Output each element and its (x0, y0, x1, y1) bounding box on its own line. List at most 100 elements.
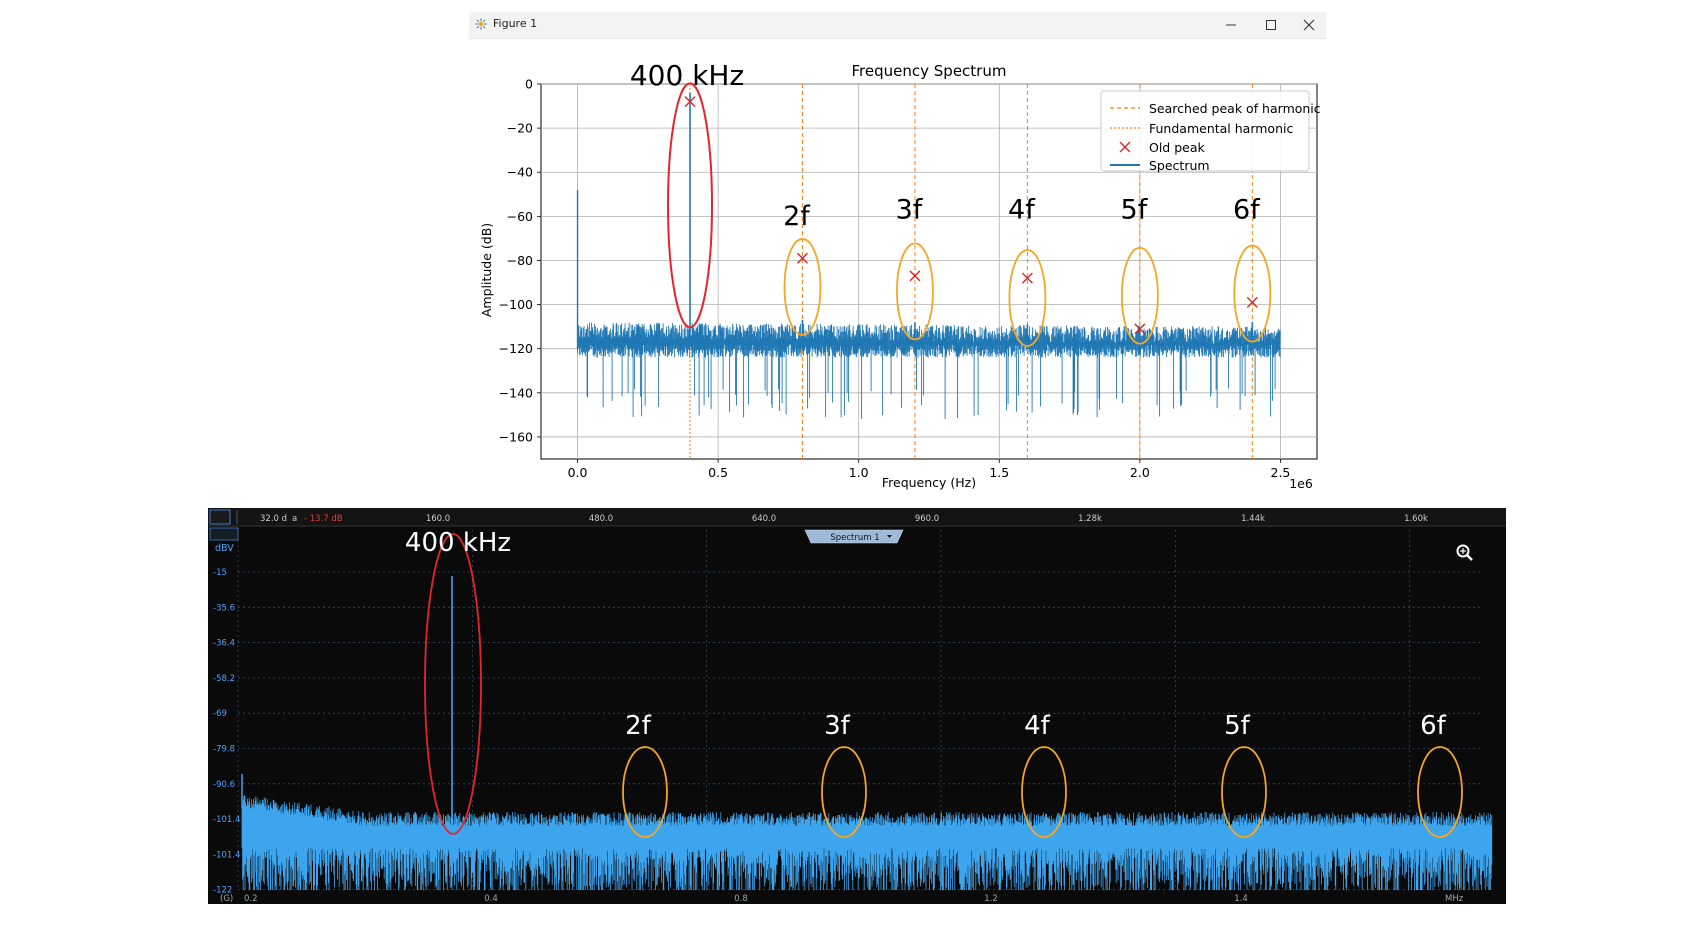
ruler-left-value: 32.0 d (260, 514, 287, 524)
y-tick-label: −140 (499, 385, 533, 400)
scope-harmonic-ellipse (821, 746, 867, 838)
oscilloscope-spectrum-panel: 32.0 d a - 13.7 dB 160.0 480.0 640.0 960.0 1… (208, 508, 1506, 904)
scope-noise-band (241, 795, 1493, 890)
scope-y-tick-label: -90.6 (213, 780, 235, 790)
minimize-icon[interactable] (1216, 14, 1246, 36)
scope-y-tick-label: -101.4 (213, 815, 240, 825)
harmonic-label: 6f (1233, 195, 1261, 226)
x-tick-label: 2.5 (1271, 465, 1291, 480)
x-axis-label: Frequency (Hz) (882, 475, 976, 490)
scope-y-tick-label: -15 (213, 568, 227, 578)
trigger-marker[interactable] (209, 509, 231, 525)
scope-x-tick-label: 0.8 (734, 894, 748, 904)
annotation-ellipses (667, 82, 1272, 347)
y-unit-label: dBV (215, 543, 234, 554)
old-peak-marker (1246, 296, 1258, 308)
scope-y-tick-label: -36.4 (213, 639, 235, 649)
y-tick-label: −60 (507, 209, 533, 224)
y-tick-label: 0 (525, 77, 533, 92)
app-icon (475, 18, 487, 30)
ruler-tick-label: 480.0 (589, 514, 613, 524)
x-tick-label: 0.0 (568, 465, 588, 480)
scope-harmonic-label: 4f (1024, 711, 1051, 741)
scope-y-tick-label: -101.4 (213, 850, 240, 860)
harmonic-ellipse (1120, 246, 1159, 345)
harmonic-ellipse (896, 242, 934, 341)
old-peak-markers (684, 96, 1258, 335)
ruler-tick-label: 1.44k (1241, 514, 1265, 524)
channel-badge[interactable] (209, 527, 239, 541)
window-titlebar: Figure 1 (469, 12, 1326, 39)
harmonic-label: 3f (896, 195, 924, 226)
legend-label-spectrum: Spectrum (1149, 158, 1210, 173)
scope-harmonic-label: 3f (824, 711, 851, 741)
harmonic-ellipse (1008, 249, 1047, 347)
scope-y-ticks: -15 -35.6 -36.4 -58.2 -69 -79.8 -90.6 -101.4 -10… (213, 568, 240, 896)
old-peak-marker (1021, 272, 1033, 284)
harmonic-ellipse (783, 238, 822, 336)
y-axis-label: Amplitude (dB) (479, 223, 494, 317)
old-peak-marker (796, 252, 808, 264)
x-tick-label: 0.5 (708, 465, 728, 480)
scope-x-ticks: 0.4 0.8 1.2 1.4 (484, 894, 1248, 904)
ruler-red-value: - 13.7 dB (304, 514, 343, 524)
figure-window: Figure 1 0.0 0.5 1.0 1.5 2.0 2.5 0 −20 −40 −60 −80… (469, 12, 1326, 492)
spectrum-1-label: Spectrum 1 (830, 533, 879, 543)
old-peak-marker (909, 270, 921, 282)
legend-label-fundamental: Fundamental harmonic (1149, 121, 1293, 136)
scope-x-tick-label: 1.4 (1234, 894, 1248, 904)
scope-y-tick-label: -122 (213, 886, 232, 896)
scope-harmonic-ellipse (622, 746, 668, 838)
scope-harmonic-ellipse (1221, 746, 1267, 838)
x-left-label: 0.2 (244, 894, 258, 904)
scope-y-tick-label: -58.2 (213, 674, 235, 684)
scope-harmonic-ellipse (1021, 746, 1067, 838)
close-icon[interactable] (1294, 14, 1324, 36)
ruler-ticks: 160.0 480.0 640.0 960.0 1.28k 1.44k 1.60k (426, 514, 1428, 524)
ruler-tick-label: 1.28k (1078, 514, 1102, 524)
spectrum-trace (576, 92, 1281, 419)
scope-x-tick-label: 0.4 (484, 894, 498, 904)
fundamental-ellipse (667, 82, 714, 329)
scope-harmonic-label: 6f (1420, 711, 1447, 741)
frequency-spectrum-figure: 0.0 0.5 1.0 1.5 2.0 2.5 0 −20 −40 −60 −80 −100 −120 −… (479, 59, 1321, 491)
scope-y-tick-label: -69 (213, 709, 227, 719)
y-tick-label: −80 (507, 253, 533, 268)
zoom-icon[interactable] (1456, 544, 1473, 561)
scope-spectrum-trace (241, 576, 1493, 890)
y-tick-label: −100 (499, 297, 533, 312)
scope-fundamental-annotation: 400 kHz (405, 528, 511, 558)
spectrum-1-button[interactable]: Spectrum 1 (804, 529, 904, 544)
harmonic-dashed-lines (689, 84, 1253, 459)
scope-y-tick-label: -35.6 (213, 603, 235, 613)
legend-label-searched-peak: Searched peak of harmonic (1149, 101, 1321, 116)
scope-harmonic-labels: 2f 3f 4f 5f 6f (625, 711, 1447, 741)
x-offset-label: 1e6 (1289, 476, 1313, 491)
old-peak-marker (1134, 323, 1146, 335)
maximize-icon[interactable] (1256, 14, 1286, 36)
y-tick-label: −120 (499, 341, 533, 356)
scope-fundamental-ellipse (424, 533, 482, 835)
window-title: Figure 1 (493, 17, 538, 30)
harmonic-label: 5f (1121, 195, 1149, 226)
x-tick-label: 1.5 (989, 465, 1009, 480)
scope-harmonic-label: 5f (1224, 711, 1251, 741)
scope-harmonic-label: 2f (625, 711, 652, 741)
x-tick-label: 1.0 (849, 465, 869, 480)
y-tick-label: −40 (507, 165, 533, 180)
y-tick-label: −20 (507, 121, 533, 136)
x-left-marker: (G) (220, 894, 233, 904)
legend: Searched peak of harmonic Fundamental ha… (1100, 90, 1321, 173)
harmonic-ellipse (1233, 244, 1272, 343)
scope-annotation-ellipses (424, 533, 1463, 838)
ruler-tick-label: 1.60k (1404, 514, 1428, 524)
ruler-tick-label: 640.0 (752, 514, 776, 524)
x-tick-label: 2.0 (1130, 465, 1150, 480)
old-peak-marker (684, 96, 696, 108)
harmonic-label: 4f (1008, 195, 1036, 226)
legend-label-old-peak: Old peak (1149, 140, 1206, 155)
fundamental-annotation: 400 kHz (630, 59, 744, 92)
scope-y-tick-label: -79.8 (213, 745, 235, 755)
chart-title: Frequency Spectrum (852, 62, 1007, 80)
axis-ticks: 0.0 0.5 1.0 1.5 2.0 2.5 0 −20 −40 −60 −80 −100 −120 −… (499, 77, 1291, 481)
